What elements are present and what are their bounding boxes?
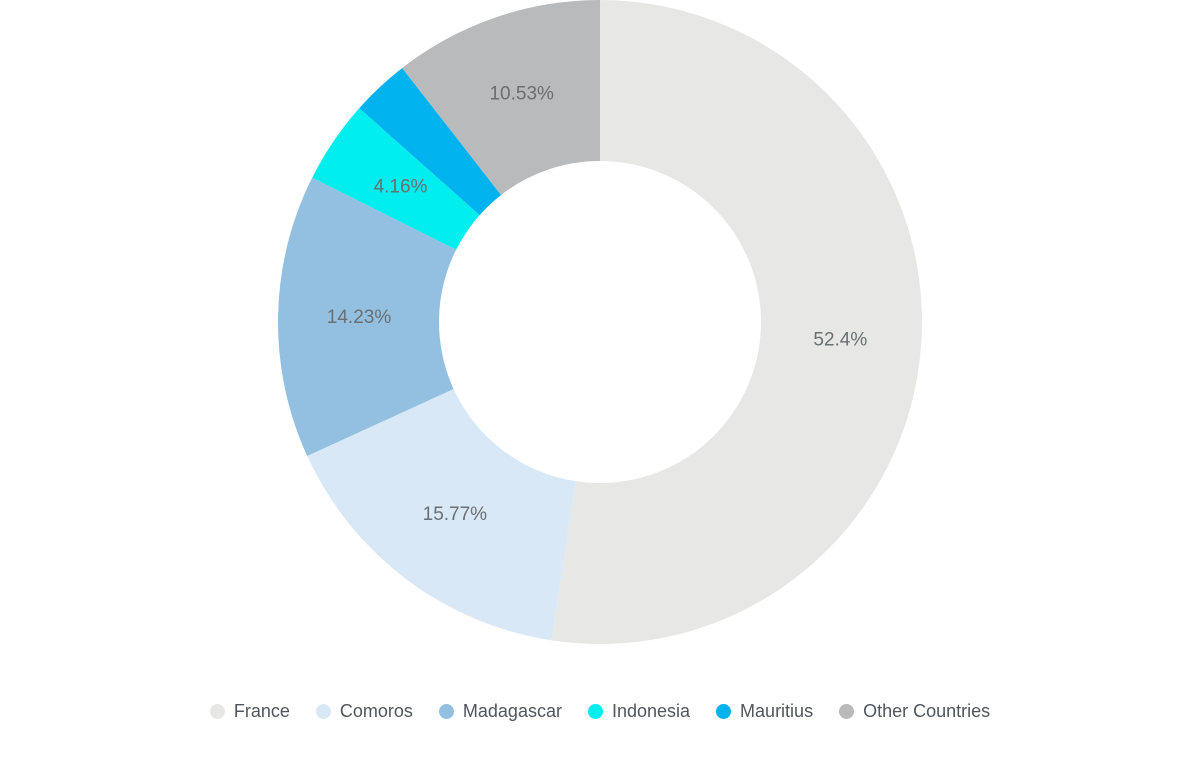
slice-label-indonesia: 4.16% [374,176,428,197]
slice-label-comoros: 15.77% [423,504,488,525]
slice-label-madagascar: 14.23% [327,307,392,328]
legend-label-france: France [233,701,290,721]
legend-marker-indonesia [587,703,603,719]
legend-item-france[interactable]: France [209,700,290,722]
legend-label-indonesia: Indonesia [611,701,691,721]
legend-label-comoros: Comoros [339,701,413,721]
donut-chart-canvas: 52.4% 15.77% 14.23% 4.16% 10.53% [277,0,922,644]
legend-label-mauritius: Mauritius [740,701,814,721]
legend-item-madagascar[interactable]: Madagascar [438,700,562,722]
legend-label-madagascar: Madagascar [462,701,562,721]
pie-slice-france[interactable] [551,0,922,644]
pie-slice-other-countries[interactable] [402,0,600,195]
pie-slice-madagascar[interactable] [277,177,457,456]
pie-slice-mauritius[interactable] [359,67,502,216]
slice-label-other-countries: 10.53% [489,84,554,105]
slice-label-france: 52.4% [813,330,867,351]
legend-item-comoros[interactable]: Comoros [315,700,413,722]
pie-slice-comoros[interactable] [307,388,576,641]
legend-marker-madagascar [438,703,454,719]
pie-slice-indonesia[interactable] [312,108,480,250]
legend-item-other-countries[interactable]: Other Countries [839,700,990,722]
chart-legend: France Comoros Madagascar Indonesia Mauritiu… [0,700,1200,722]
legend-marker-mauritius [716,703,732,719]
legend-label-other-countries: Other Countries [863,701,991,721]
legend-item-indonesia[interactable]: Indonesia [587,700,691,722]
legend-item-mauritius[interactable]: Mauritius [716,700,813,722]
legend-marker-other-countries [839,703,855,719]
legend-marker-comoros [315,703,331,719]
legend-marker-france [209,703,225,719]
